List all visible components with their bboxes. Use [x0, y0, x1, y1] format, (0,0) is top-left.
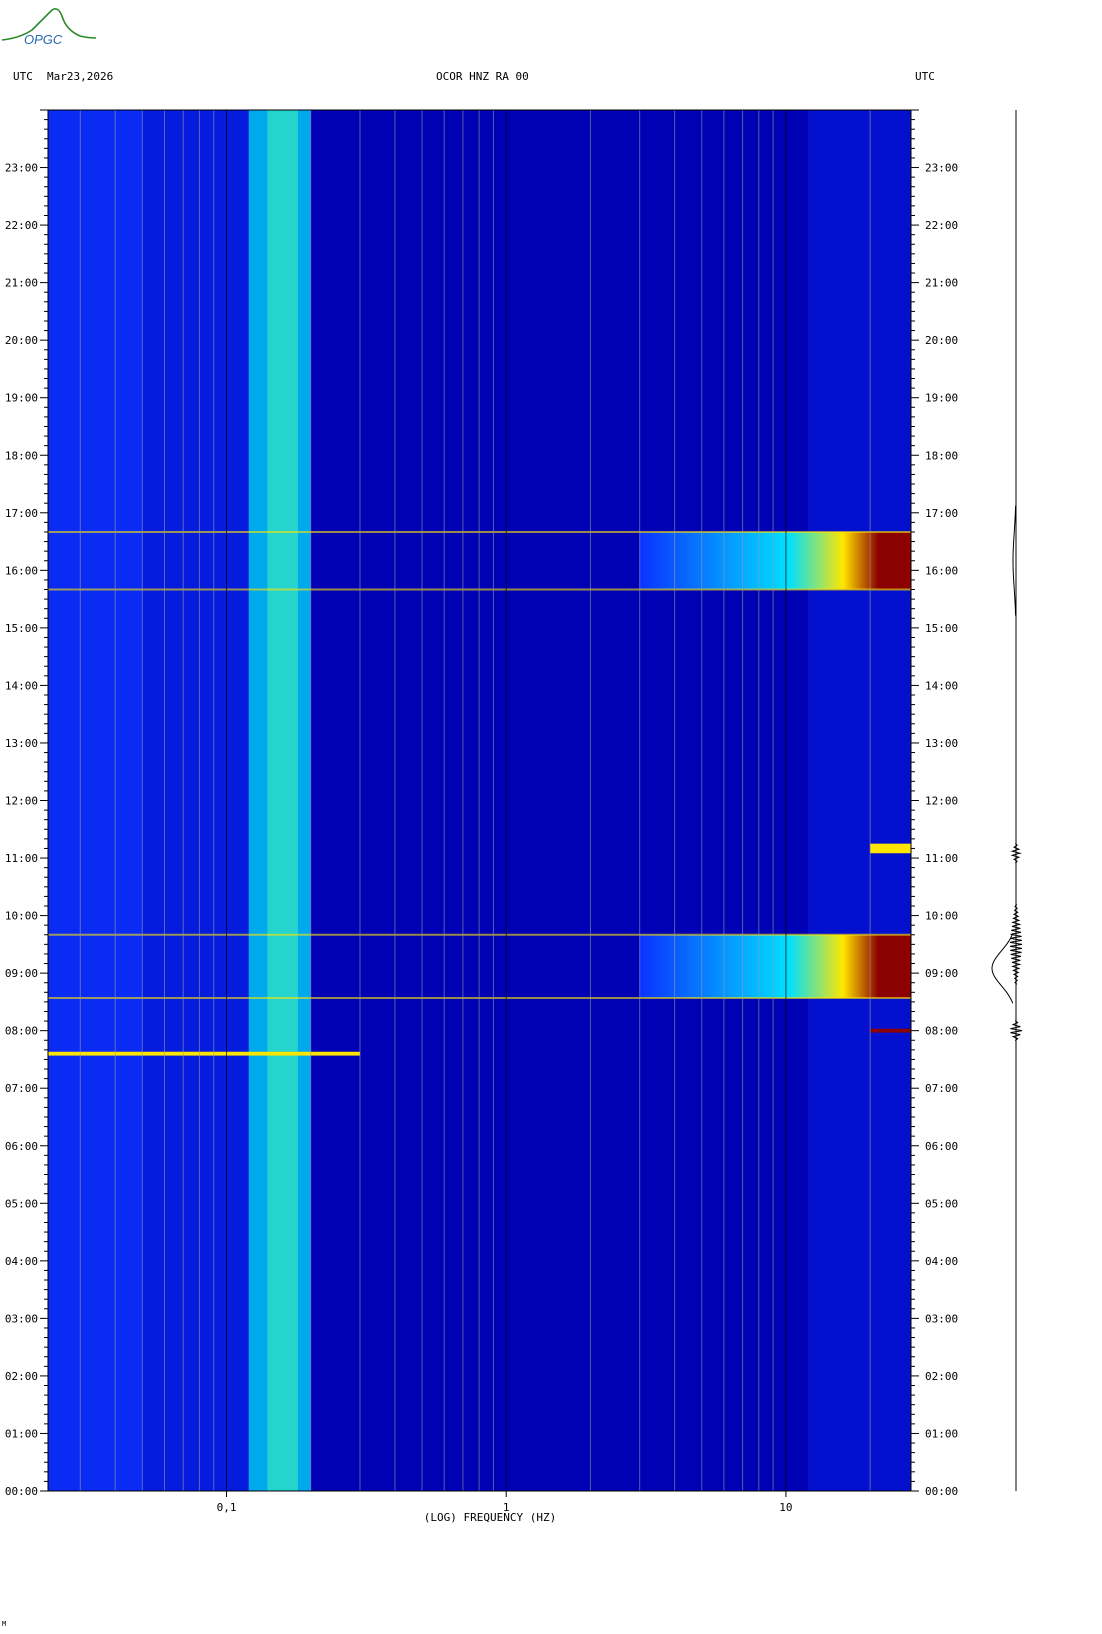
y-tick-label-left-10:00: 10:00	[5, 910, 38, 923]
y-tick-label-right-07:00: 07:00	[925, 1082, 958, 1095]
y-tick-label-right-10:00: 10:00	[925, 910, 958, 923]
seismic-event-4	[870, 843, 911, 854]
seismic-event-2	[48, 1051, 360, 1056]
y-tick-label-right-20:00: 20:00	[925, 334, 958, 347]
y-tick-label-left-23:00: 23:00	[5, 162, 38, 175]
y-tick-label-left-18:00: 18:00	[5, 449, 38, 462]
time-axes: 0,1 1 10 00:00 00:00 01:00 01:00 02:00 02:00 03:0…	[5, 109, 958, 1514]
y-tick-label-right-13:00: 13:00	[925, 737, 958, 750]
left-timezone-label: UTC	[13, 70, 33, 83]
y-tick-label-right-11:00: 11:00	[925, 852, 958, 865]
frequency-gridlines	[79, 110, 871, 1491]
y-tick-label-right-01:00: 01:00	[925, 1427, 958, 1440]
y-tick-label-left-07:00: 07:00	[5, 1082, 38, 1095]
y-tick-label-left-20:00: 20:00	[5, 334, 38, 347]
y-tick-label-right-22:00: 22:00	[925, 219, 958, 232]
y-tick-label-left-05:00: 05:00	[5, 1197, 38, 1210]
y-tick-label-left-04:00: 04:00	[5, 1255, 38, 1268]
y-tick-label-left-02:00: 02:00	[5, 1370, 38, 1383]
y-tick-label-right-09:00: 09:00	[925, 967, 958, 980]
seismogram-burst-4	[1010, 842, 1022, 864]
x-tick-label-10: 10	[779, 1501, 792, 1514]
y-tick-label-right-23:00: 23:00	[925, 162, 958, 175]
station-title: OCOR HNZ RA 00	[436, 70, 529, 83]
seismic-event-0	[639, 531, 911, 590]
mid-low-frequency-band	[142, 110, 249, 1491]
y-tick-label-left-19:00: 19:00	[5, 392, 38, 405]
y-tick-label-left-03:00: 03:00	[5, 1312, 38, 1325]
y-tick-label-right-16:00: 16:00	[925, 564, 958, 577]
y-tick-label-right-02:00: 02:00	[925, 1370, 958, 1383]
y-tick-label-left-09:00: 09:00	[5, 967, 38, 980]
seismogram-burst-0	[1012, 505, 1017, 616]
footer-mark: M	[2, 1620, 7, 1628]
y-tick-label-right-04:00: 04:00	[925, 1255, 958, 1268]
y-tick-label-right-18:00: 18:00	[925, 449, 958, 462]
y-tick-label-left-14:00: 14:00	[5, 679, 38, 692]
high-frequency-noise	[808, 110, 911, 1491]
opgc-logo-icon: OPGC	[1, 8, 97, 47]
seismogram-burst-2	[1009, 904, 1023, 985]
y-tick-label-left-11:00: 11:00	[5, 852, 38, 865]
date-label: Mar23,2026	[47, 70, 114, 83]
seismic-event-3	[870, 1028, 911, 1033]
y-tick-label-left-12:00: 12:00	[5, 795, 38, 808]
y-tick-label-left-17:00: 17:00	[5, 507, 38, 520]
y-tick-label-left-08:00: 08:00	[5, 1025, 38, 1038]
y-tick-label-right-17:00: 17:00	[925, 507, 958, 520]
y-tick-label-right-21:00: 21:00	[925, 277, 958, 290]
y-tick-label-left-16:00: 16:00	[5, 564, 38, 577]
y-tick-label-right-03:00: 03:00	[925, 1312, 958, 1325]
y-tick-label-left-13:00: 13:00	[5, 737, 38, 750]
microseism-core	[267, 110, 298, 1491]
y-tick-label-left-21:00: 21:00	[5, 277, 38, 290]
x-tick-label-0,1: 0,1	[217, 1501, 237, 1514]
right-timezone-label: UTC	[915, 70, 935, 83]
seismogram-burst-3	[1010, 1020, 1023, 1042]
y-tick-label-left-22:00: 22:00	[5, 219, 38, 232]
y-tick-label-right-00:00: 00:00	[925, 1485, 958, 1498]
y-tick-label-right-05:00: 05:00	[925, 1197, 958, 1210]
y-tick-label-right-14:00: 14:00	[925, 679, 958, 692]
x-axis-label: (LOG) FREQUENCY (HZ)	[424, 1511, 556, 1524]
y-tick-label-left-00:00: 00:00	[5, 1485, 38, 1498]
y-tick-label-left-01:00: 01:00	[5, 1427, 38, 1440]
seismogram-trace	[991, 110, 1023, 1491]
logo-text: OPGC	[24, 32, 63, 47]
y-tick-label-right-15:00: 15:00	[925, 622, 958, 635]
y-tick-label-left-06:00: 06:00	[5, 1140, 38, 1153]
y-tick-label-left-15:00: 15:00	[5, 622, 38, 635]
y-tick-label-right-12:00: 12:00	[925, 795, 958, 808]
seismic-event-1	[639, 934, 911, 999]
x-tick-label-1: 1	[503, 1501, 510, 1514]
seismogram-burst-1	[991, 933, 1014, 1004]
low-frequency-band	[48, 110, 143, 1491]
y-tick-label-right-08:00: 08:00	[925, 1025, 958, 1038]
y-tick-label-right-19:00: 19:00	[925, 392, 958, 405]
y-tick-label-right-06:00: 06:00	[925, 1140, 958, 1153]
